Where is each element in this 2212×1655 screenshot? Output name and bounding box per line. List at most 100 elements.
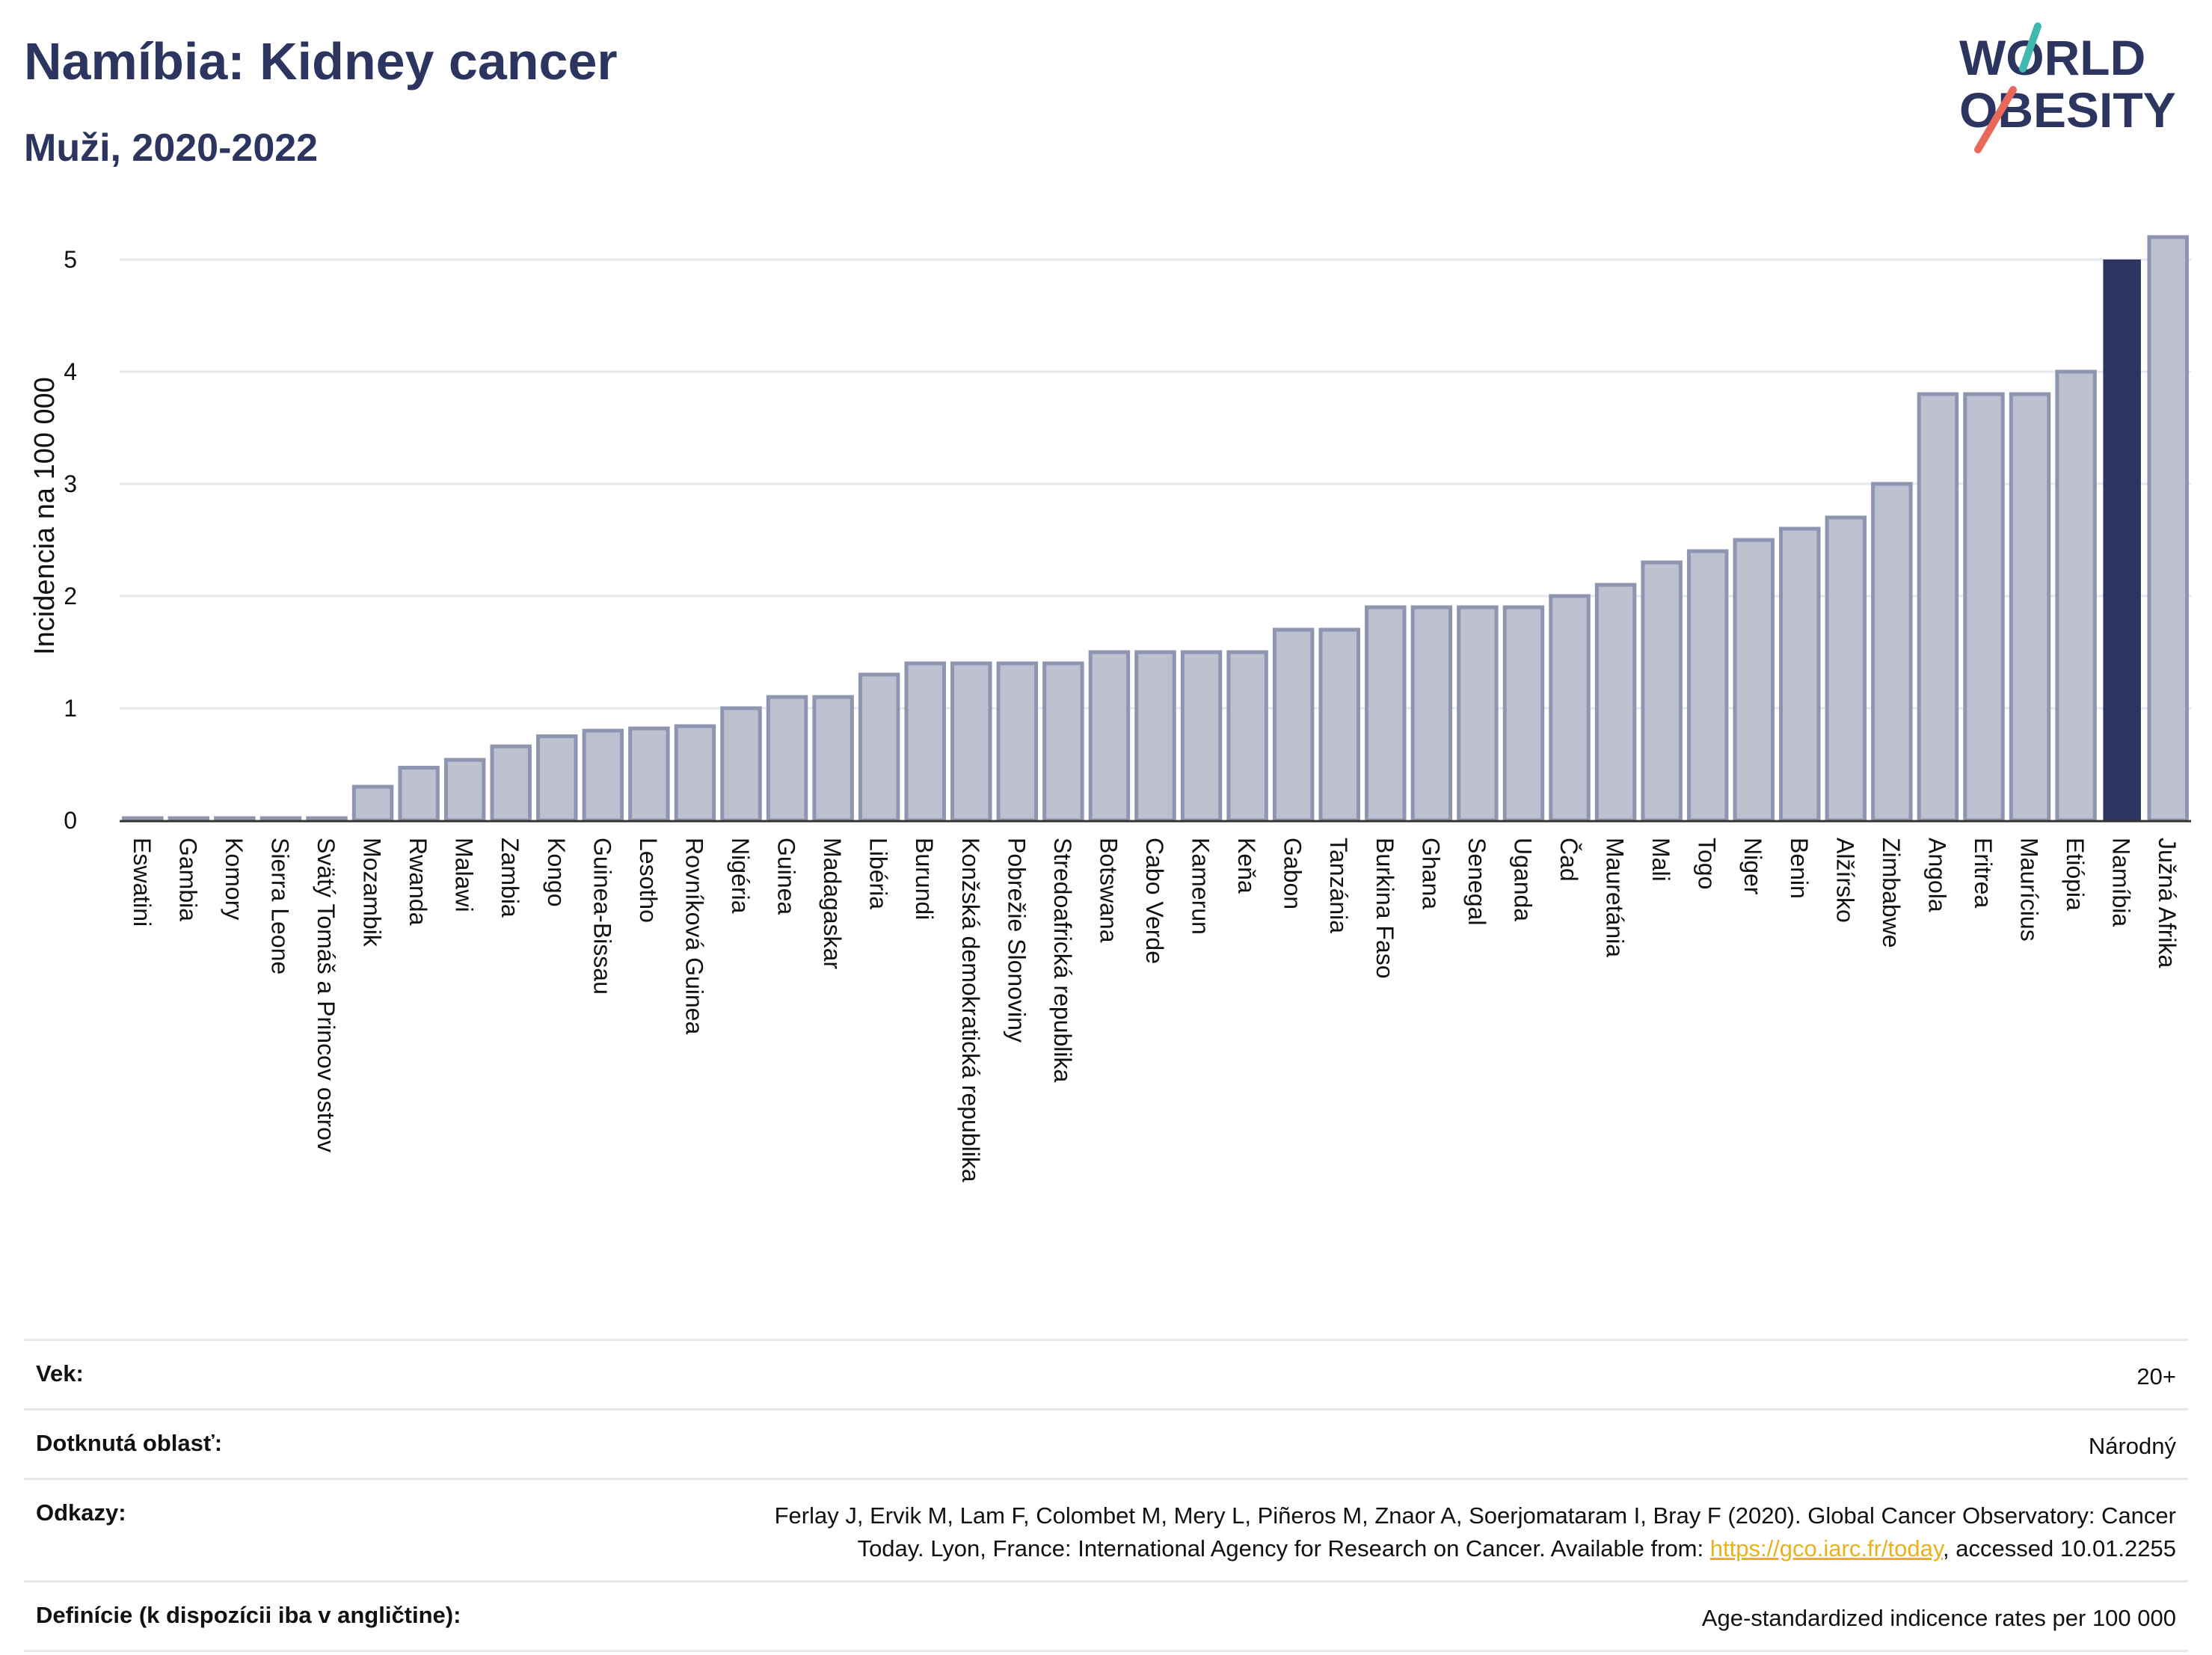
references-text-line2: Today. Lyon, France: International Agenc… (857, 1535, 1710, 1562)
x-tick-label: Zimbabwe (1878, 838, 1905, 948)
bar (1825, 515, 1867, 823)
x-tick-label: Rovníková Guinea (681, 838, 707, 1034)
bar (1180, 650, 1223, 823)
bar (1134, 650, 1176, 823)
bar (398, 766, 440, 823)
x-tick-label: Sierra Leone (266, 838, 293, 974)
area-label: Dotknutá oblasť: (36, 1430, 223, 1456)
chart-title: Namíbia: Kidney cancer (24, 32, 618, 90)
meta-row-area: Dotknutá oblasť: Národný (24, 1408, 2188, 1478)
logo-slash-bottom (1974, 86, 2017, 153)
x-tick-label: Namíbia (2108, 838, 2135, 927)
y-tick-label: 0 (64, 807, 77, 834)
x-tick-label: Madagaskar (819, 838, 846, 969)
y-axis-label: Incidencia na 100 000 (29, 377, 61, 655)
x-tick-label: Keňa (1233, 838, 1260, 894)
meta-row-definitions: Definície (k dispozícii iba v angličtine… (24, 1580, 2188, 1652)
x-tick-label: Svätý Tomáš a Princov ostrov (313, 838, 340, 1152)
x-tick-label: Mauretánia (1602, 838, 1629, 957)
x-tick-label: Guinea-Bissau (589, 838, 615, 995)
x-tick-label: Benin (1786, 838, 1813, 899)
bar (351, 784, 394, 823)
bar (720, 706, 762, 823)
x-tick-label: Kamerun (1188, 838, 1214, 935)
bar (1502, 605, 1545, 823)
x-tick-label: Burundi (911, 838, 938, 920)
bar (1641, 560, 1683, 823)
x-tick-label: Kongo (543, 838, 570, 907)
x-tick-label: Eswatini (129, 838, 156, 927)
y-tick-label: 4 (64, 358, 77, 385)
area-value: Národný (2088, 1433, 2176, 1459)
x-tick-label: Mozambik (359, 838, 386, 948)
bar (2147, 235, 2189, 823)
bar (996, 661, 1039, 823)
age-label: Vek: (36, 1360, 84, 1387)
bar (1365, 605, 1407, 823)
x-tick-label: Lesotho (635, 838, 662, 923)
x-tick-label: Guinea (773, 838, 800, 915)
bar (1917, 392, 1959, 823)
bar-chart: 0 1 2 3 4 5 Incidencia na 100 000 Eswatini Gambi… (29, 235, 2191, 1182)
bar (1594, 583, 1637, 823)
bar (1549, 594, 1591, 823)
y-tick-label: 3 (64, 470, 77, 497)
meta-row-references: Odkazy: Ferlay J, Ervik M, Lam F, Colomb… (24, 1478, 2188, 1580)
bar (1410, 605, 1453, 823)
bar (1226, 650, 1268, 823)
bar (812, 695, 854, 823)
bar (490, 744, 532, 823)
logo-word-world: WORLD (1959, 30, 2145, 85)
bar (1088, 650, 1131, 823)
x-tick-label: Senegal (1463, 838, 1490, 925)
bar (2009, 392, 2051, 823)
references-label: Odkazy: (36, 1499, 126, 1526)
x-tick-label: Malawi (451, 838, 478, 912)
y-tick-label: 2 (64, 583, 77, 610)
bar (950, 661, 992, 823)
x-tick-label: Ghana (1417, 838, 1444, 909)
y-tick-label: 5 (64, 246, 77, 273)
definitions-value: Age-standardized indicence rates per 100… (1701, 1605, 2176, 1631)
bar (904, 661, 946, 823)
bar (858, 672, 900, 823)
x-tick-label: Libéria (865, 838, 892, 909)
definitions-label: Definície (k dispozícii iba v angličtine… (36, 1602, 461, 1628)
x-tick-label: Komory (221, 838, 248, 920)
x-tick-label: Burkina Faso (1371, 838, 1398, 979)
x-tick-label: Stredoafrická republika (1049, 838, 1076, 1082)
references-text-line1: Ferlay J, Ervik M, Lam F, Colombet M, Me… (774, 1502, 2176, 1529)
bar (582, 728, 624, 823)
bar (1963, 392, 2005, 823)
references-value: Ferlay J, Ervik M, Lam F, Colombet M, Me… (775, 1499, 2176, 1565)
chart-subtitle: Muži, 2020-2022 (24, 126, 319, 170)
x-tick-label: Nigéria (727, 838, 754, 914)
x-tick-label: Botswana (1095, 838, 1122, 943)
x-tick-label: Eritrea (1970, 838, 1997, 908)
references-link[interactable]: https://gco.iarc.fr/today (1709, 1535, 1944, 1562)
bar-highlighted (2103, 260, 2141, 820)
bar (628, 726, 670, 823)
bar (1042, 661, 1084, 823)
x-tick-label: Niger (1739, 838, 1766, 895)
x-tick-label: Zambia (497, 838, 523, 918)
bar (1733, 538, 1775, 823)
bar (1686, 549, 1729, 823)
x-tick-label: Rwanda (405, 838, 431, 926)
bar (536, 734, 578, 823)
age-value: 20+ (2136, 1363, 2176, 1390)
bar (1779, 526, 1821, 823)
x-tick-label: Cabo Verde (1141, 838, 1168, 964)
y-tick-label: 1 (64, 695, 77, 722)
bar (674, 724, 716, 823)
bar (1318, 627, 1360, 823)
metadata-table: Vek: 20+ Dotknutá oblasť: Národný Odkazy… (24, 1339, 2188, 1652)
references-text-accessed: , accessed 10.01.2255 (1943, 1535, 2176, 1562)
x-tick-label: Etiópia (2062, 838, 2089, 911)
bar (443, 758, 486, 823)
bar (1272, 627, 1315, 823)
bar (1457, 605, 1499, 823)
bar (766, 695, 808, 823)
x-tick-label: Čad (1555, 838, 1582, 882)
x-tick-label: Uganda (1509, 838, 1536, 921)
